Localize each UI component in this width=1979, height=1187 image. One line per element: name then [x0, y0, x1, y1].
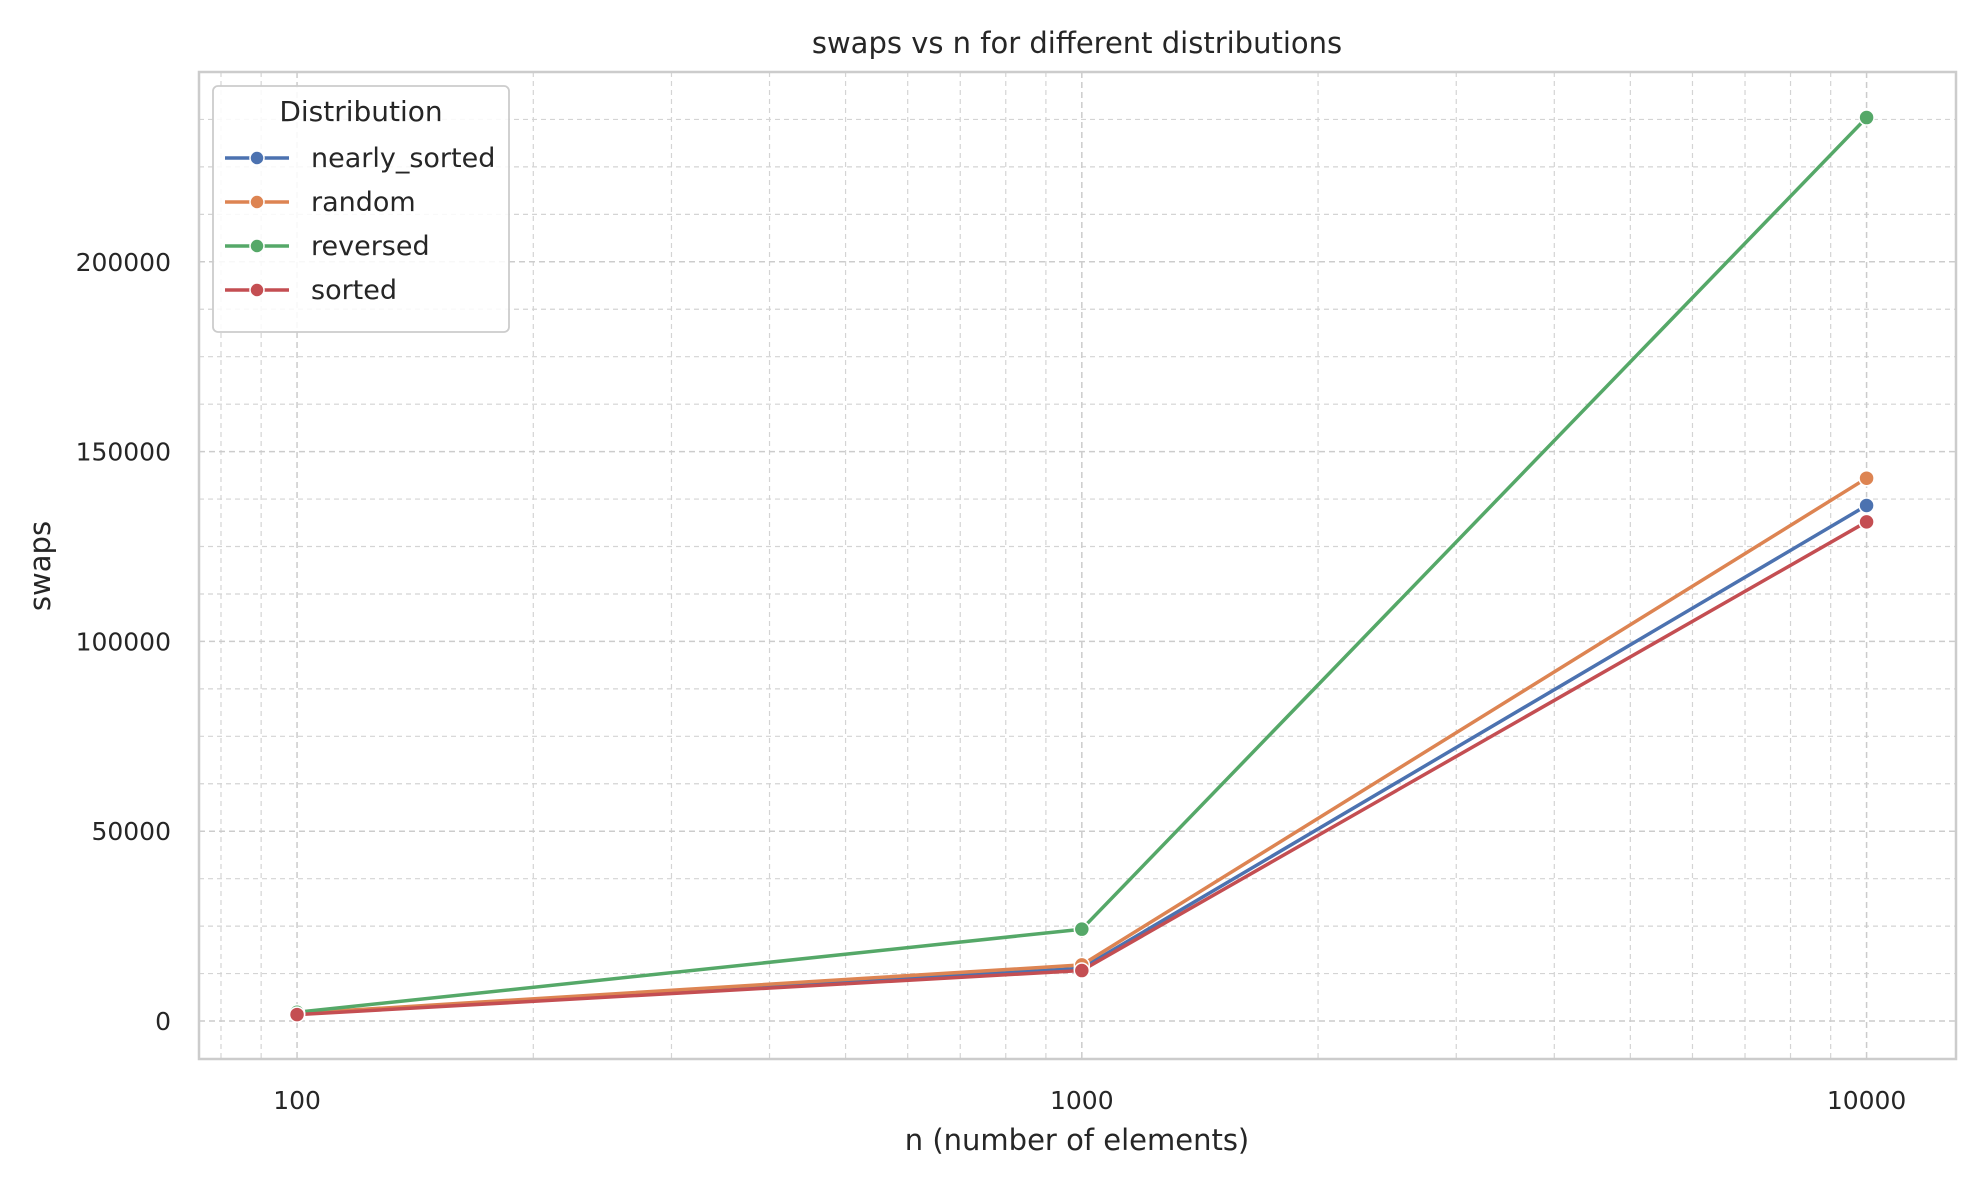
plot-frame — [197, 70, 1958, 1061]
legend-label-reversed: reversed — [311, 231, 430, 262]
x-axis-label: n (number of elements) — [905, 1123, 1250, 1157]
legend-label-nearly-sorted: nearly_sorted — [311, 143, 495, 174]
legend-title: Distribution — [279, 95, 442, 128]
data-point-sorted — [1858, 513, 1875, 531]
legend-swatch-marker-random — [249, 194, 265, 210]
y-tick-label: 50000 — [91, 817, 171, 846]
data-point-sorted — [288, 1006, 306, 1023]
legend-box — [212, 85, 510, 333]
x-tick-labels: 100 1000 10000 — [273, 1086, 1906, 1115]
series-layer — [288, 109, 1875, 1023]
y-tick-label: 0 — [155, 1007, 171, 1036]
x-tick-label: 100 — [273, 1086, 321, 1115]
y-tick-label: 200000 — [76, 248, 171, 277]
legend-swatch-marker-nearly-sorted — [249, 150, 265, 166]
minor-grid — [199, 72, 1956, 1059]
data-point-sorted — [1073, 962, 1091, 979]
y-tick-labels: 0 50000 100000 150000 200000 — [76, 248, 171, 1036]
legend-swatch-marker-sorted — [249, 282, 265, 298]
legend-label-random: random — [311, 187, 416, 218]
chart-title: swaps vs n for different distributions — [812, 26, 1342, 60]
data-point-nearly-sorted — [1858, 497, 1875, 514]
y-tick-label: 100000 — [76, 627, 171, 656]
legend-swatch-marker-reversed — [249, 238, 265, 254]
y-tick-label: 150000 — [76, 438, 171, 467]
y-axis-label: swaps — [23, 521, 57, 611]
x-tick-label: 1000 — [1050, 1086, 1114, 1115]
data-point-reversed — [1073, 920, 1091, 938]
legend-label-sorted: sorted — [311, 275, 397, 306]
data-point-reversed — [1858, 109, 1875, 126]
x-tick-label: 10000 — [1827, 1086, 1907, 1115]
data-point-random — [1858, 469, 1875, 487]
